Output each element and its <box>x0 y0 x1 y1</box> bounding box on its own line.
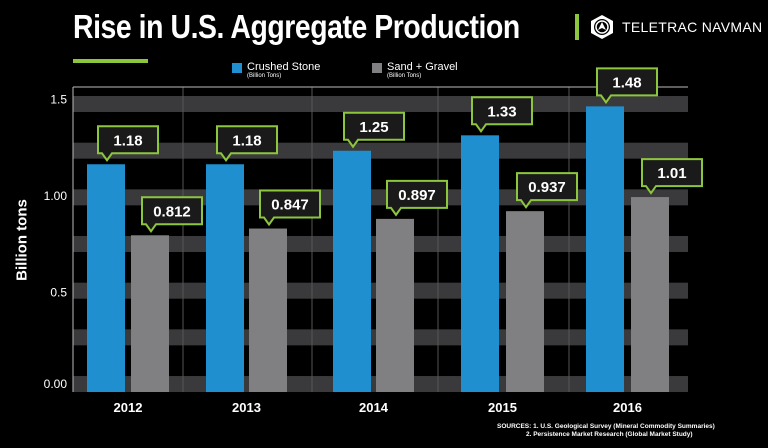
title-underline <box>73 59 148 63</box>
bar-sand-gravel-2012 <box>131 235 169 392</box>
data-label: 0.847 <box>271 197 309 214</box>
title-separator <box>575 14 579 40</box>
legend-label: Crushed Stone <box>247 61 321 73</box>
data-label: 0.937 <box>528 179 566 196</box>
data-label: 1.01 <box>657 165 686 182</box>
data-label-callout <box>141 196 203 234</box>
data-label-callout <box>596 67 658 105</box>
bar-sand-gravel-2016 <box>631 197 669 392</box>
bar-crushed-stone-2014 <box>333 150 371 392</box>
brand-name: TELETRAC NAVMAN <box>622 19 763 35</box>
data-label: 1.33 <box>487 103 516 120</box>
data-label: 1.18 <box>232 132 261 149</box>
sources-note: SOURCES: 1. U.S. Geological Survey (Mine… <box>497 423 715 439</box>
data-label: 0.812 <box>153 203 191 220</box>
bar-sand-gravel-2013 <box>249 228 287 392</box>
data-label-callout <box>259 189 321 227</box>
bar-sand-gravel-2015 <box>506 211 544 392</box>
data-label-callout <box>97 125 159 162</box>
x-tick-label: 2014 <box>359 400 389 415</box>
data-label-callout <box>471 96 533 134</box>
source-line-1: SOURCES: 1. U.S. Geological Survey (Mine… <box>497 423 715 430</box>
data-label: 1.25 <box>359 119 388 136</box>
x-tick-label: 2016 <box>613 400 642 415</box>
data-label-callout <box>343 111 405 149</box>
x-tick-label: 2013 <box>232 400 261 415</box>
bar-crushed-stone-2013 <box>206 164 244 392</box>
legend-unit: (Billion Tons) <box>387 73 422 79</box>
data-label: 1.48 <box>612 74 641 91</box>
x-tick-label: 2012 <box>114 400 143 415</box>
y-tick-label: 1.00 <box>44 189 68 203</box>
data-label: 1.18 <box>113 132 142 149</box>
y-tick-label: 0.5 <box>50 286 67 300</box>
y-tick-label: 0.00 <box>44 377 68 391</box>
data-label-callout <box>216 125 278 162</box>
y-tick-label: 1.5 <box>50 93 67 107</box>
data-label: 0.897 <box>398 187 436 204</box>
data-label-callout <box>641 158 703 195</box>
legend-swatch-crushed-stone <box>232 63 242 73</box>
legend-swatch-sand-gravel <box>372 63 382 73</box>
x-tick-label: 2015 <box>488 400 517 415</box>
teletrac-navman-logo-icon <box>591 15 613 39</box>
chart-title: Rise in U.S. Aggregate Production <box>73 8 520 45</box>
grid-band <box>73 96 688 112</box>
legend-label: Sand + Gravel <box>387 61 458 73</box>
bar-crushed-stone-2016 <box>586 106 624 393</box>
source-line-2: 2. Persistence Market Research (Global M… <box>526 431 693 438</box>
legend-unit: (Billion Tons) <box>247 73 282 79</box>
data-label-callout <box>386 179 448 217</box>
bar-crushed-stone-2012 <box>87 164 125 392</box>
bar-sand-gravel-2014 <box>376 218 414 392</box>
bar-crushed-stone-2015 <box>461 135 499 392</box>
data-label-callout <box>516 172 578 209</box>
